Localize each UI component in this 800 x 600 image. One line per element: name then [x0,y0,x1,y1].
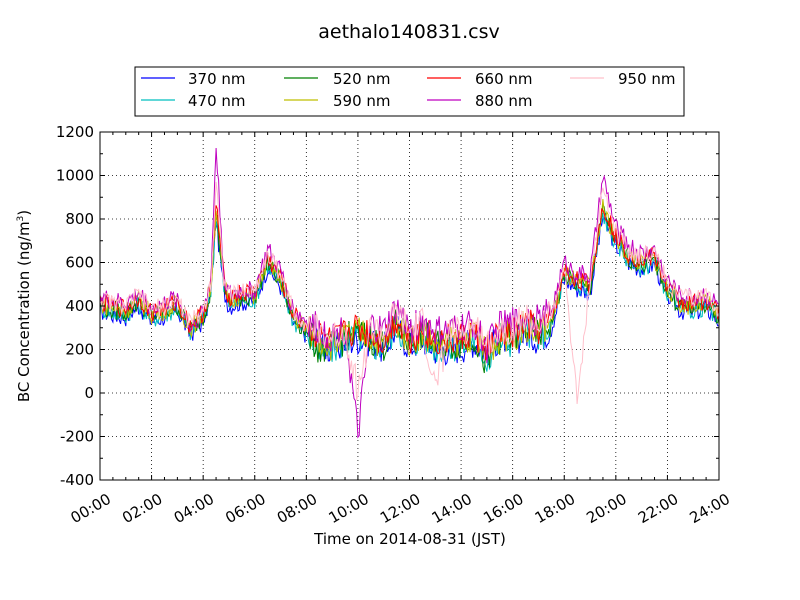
y-tick-label: 1200 [56,123,94,141]
y-axis-label: BC Concentration (ng/m3) [15,210,33,402]
series-layer [99,147,720,439]
y-tick-label: 200 [65,341,94,359]
y-tick-label: 400 [65,297,94,315]
y-axis-label-sup: 3 [16,216,26,222]
series-line-880-nm [99,147,720,439]
y-tick-label: -400 [60,471,94,489]
legend-label: 520 nm [333,70,391,88]
x-axis-label: Time on 2014-08-31 (JST) [313,530,506,548]
legend-label: 590 nm [333,92,391,110]
y-axis-label-main: BC Concentration (ng/m [15,221,33,402]
series-line-660-nm [99,205,720,361]
y-tick-label: -200 [60,428,94,446]
legend-label: 660 nm [475,70,533,88]
series-line-950-nm [99,181,720,405]
y-axis-label-suffix: ) [15,210,33,216]
y-tick-label: 1000 [56,167,94,185]
y-tick-label: 800 [65,210,94,228]
y-tick-label: 600 [65,254,94,272]
chart-title: aethalo140831.csv [318,21,500,43]
legend: 370 nm 470 nm 520 nm 590 nm 660 nm 880 nm 950 … [134,66,685,117]
legend-label: 880 nm [475,92,533,110]
legend-box [134,66,685,117]
legend-label: 370 nm [188,70,246,88]
legend-label: 470 nm [188,92,246,110]
legend-label: 950 nm [618,70,676,88]
y-tick-label: 0 [84,384,94,402]
